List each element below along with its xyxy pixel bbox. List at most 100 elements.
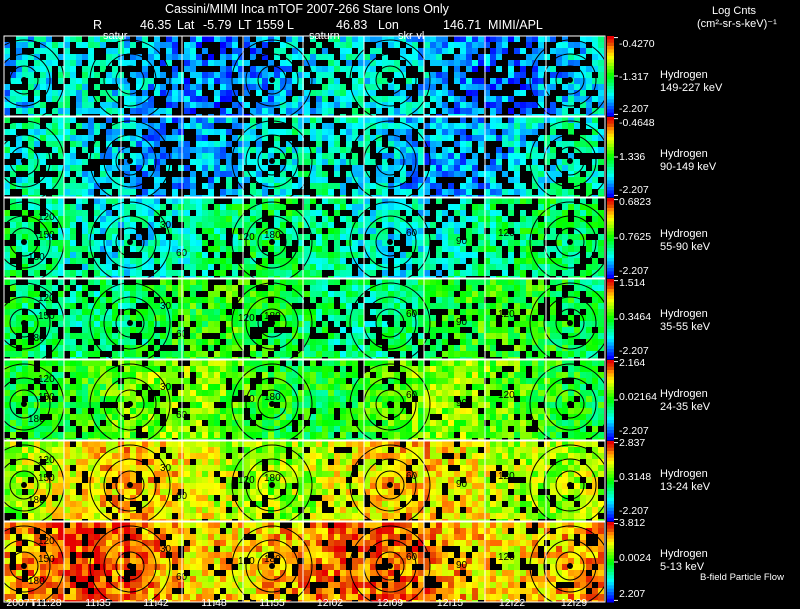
x-tick-label: 11:42: [143, 597, 169, 609]
panel-species-label: Hydrogen: [660, 69, 708, 81]
colorbar: [607, 279, 618, 360]
x-tick-label: 12:15: [436, 597, 464, 609]
x-tick-label: 12:29: [560, 597, 588, 609]
contour-level-label: 60: [406, 390, 418, 401]
contour-level-label: 90: [456, 560, 468, 571]
colorbar: [607, 522, 618, 603]
panel-species-label: Hydrogen: [660, 468, 708, 480]
ephemeris-r-label: R: [93, 18, 103, 32]
contour-level-label: 30: [160, 382, 172, 393]
panel-species-label: Hydrogen: [660, 228, 708, 240]
contour-level-label: 180: [264, 392, 281, 403]
contour-level-label: 120: [238, 556, 255, 567]
contour-level-label: 180: [28, 495, 45, 506]
colorbar-mid-label: -1.317: [619, 71, 649, 83]
colorbar-mid-label: 0.0024: [619, 552, 652, 564]
heatmap-panel: [4, 36, 605, 116]
colorbar-mid-label: 0.3464: [619, 311, 652, 323]
panel-energy-label: 24-35 keV: [660, 401, 711, 413]
contour-lines: [0, 39, 611, 121]
colorbar-mid-label: 0.3148: [619, 471, 652, 483]
colorbar-min-label: 2.207: [619, 588, 646, 600]
panel-grid: [3, 35, 606, 117]
contour-level-label: 60: [406, 228, 418, 239]
contour-level-label: 120: [38, 212, 55, 223]
contour-level-label: 30: [160, 544, 172, 555]
ephemeris-lat-value: -5.79: [203, 18, 232, 32]
contour-level-label: 180: [28, 252, 45, 263]
ephemeris-lt-value: 1559: [256, 18, 284, 32]
panel-grid: [3, 116, 606, 198]
colorbar: [607, 360, 618, 441]
ephemeris-lt-label: LT: [238, 18, 252, 32]
contour-level-label: 90: [456, 398, 468, 409]
marker-skr-vl: skr-vl: [398, 30, 425, 42]
marker-satur: satur: [103, 30, 128, 42]
colorbar-max-label: 1.514: [619, 277, 646, 289]
x-tick-label: 11:55: [259, 597, 285, 609]
contour-level-label: 180: [28, 414, 45, 425]
colorbar-min-label: -2.207: [619, 345, 649, 357]
colorbar-max-label: -0.4648: [619, 117, 655, 129]
ephemeris-r-value: 46.35: [140, 18, 172, 32]
contour-level-label: 30: [160, 220, 172, 231]
x-tick-label: 12:02: [316, 597, 344, 609]
contour-level-label: 30: [160, 463, 172, 474]
panel-species-label: Hydrogen: [660, 388, 708, 400]
panel-species-label: Hydrogen: [660, 308, 708, 320]
panel-species-label: Hydrogen: [660, 548, 708, 560]
contour-level-label: 150: [38, 230, 55, 241]
contour-level-label: 180: [264, 473, 281, 484]
ephemeris-lon-value: 146.71: [443, 18, 482, 32]
colorbar: [607, 117, 618, 198]
ephemeris-lat-label: Lat: [177, 18, 195, 32]
x-tick-label: 12:22: [498, 597, 526, 609]
colorbar-mid-label: 1.336: [619, 151, 646, 163]
contour-level-label: 30: [160, 301, 172, 312]
contour-level-label: 60: [406, 552, 418, 563]
colorbar-max-label: 3.812: [619, 517, 646, 529]
contour-level-label: 180: [28, 333, 45, 344]
contour-level-label: 60: [406, 309, 418, 320]
panel-grid: [3, 278, 606, 360]
marker-saturn: saturn: [309, 30, 340, 42]
panel-energy-label: 13-24 keV: [660, 481, 711, 493]
units-title: Log Cnts: [712, 5, 757, 17]
ephemeris-lon-label: Lon: [378, 18, 399, 32]
colorbar-min-label: -2.207: [619, 184, 649, 196]
colorbar-max-label: -0.4270: [619, 38, 655, 50]
colorbar-max-label: 2.164: [619, 357, 646, 369]
contour-level-label: 120: [498, 390, 515, 401]
contour-level-label: 120: [498, 471, 515, 482]
plot-title: Cassini/MIMI Inca mTOF 2007-266 Stare Io…: [165, 2, 449, 16]
contour-level-label: 120: [238, 475, 255, 486]
contour-level-label: 120: [238, 313, 255, 324]
contour-level-label: 180: [264, 554, 281, 565]
colorbar-min-label: -2.207: [619, 505, 649, 517]
colorbar-min-label: -2.207: [619, 265, 649, 277]
panel-grid: [3, 359, 606, 441]
contour-level-label: 120: [38, 293, 55, 304]
colorbar-max-label: 2.837: [619, 437, 646, 449]
colorbar-min-label: -2.207: [619, 425, 649, 437]
ephemeris-l-value: 46.83: [336, 18, 368, 32]
panel-energy-label: 5-13 keV: [660, 561, 705, 573]
colorbar-mid-label: 0.02164: [619, 391, 657, 403]
contour-level-label: 120: [238, 394, 255, 405]
contour-level-label: 180: [264, 311, 281, 322]
panel-species-label: Hydrogen: [660, 148, 708, 160]
x-tick-label: 11:35: [85, 597, 111, 609]
contour-level-label: 180: [28, 576, 45, 587]
colorbar-min-label: -2.207: [619, 103, 649, 115]
colorbar-max-label: 0.6823: [619, 196, 652, 208]
panel-grid: [3, 440, 606, 522]
x-tick-label: 12:09: [376, 597, 404, 609]
contour-level-label: 120: [38, 536, 55, 547]
colorbar: [607, 198, 618, 279]
contour-level-label: 90: [456, 236, 468, 247]
contour-level-label: 90: [456, 317, 468, 328]
contour-level-label: 120: [498, 552, 515, 563]
contour-level-label: 120: [498, 309, 515, 320]
contour-level-label: 150: [38, 473, 55, 484]
